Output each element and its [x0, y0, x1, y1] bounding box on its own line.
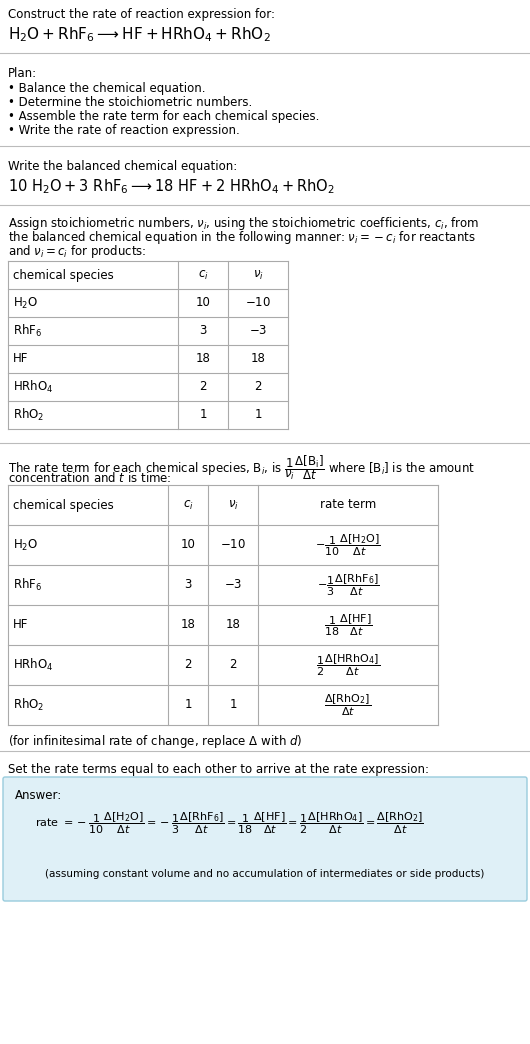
- Text: (for infinitesimal rate of change, replace $\Delta$ with $d$): (for infinitesimal rate of change, repla…: [8, 733, 303, 750]
- Text: $\mathrm{H_2O + RhF_6 \longrightarrow HF + HRhO_4 + RhO_2}$: $\mathrm{H_2O + RhF_6 \longrightarrow HF…: [8, 25, 271, 44]
- Text: 10: 10: [196, 296, 210, 309]
- Text: $c_i$: $c_i$: [183, 498, 193, 512]
- Text: $\mathrm{10\ H_2O + 3\ RhF_6 \longrightarrow 18\ HF + 2\ HRhO_4 + RhO_2}$: $\mathrm{10\ H_2O + 3\ RhF_6 \longrighta…: [8, 177, 335, 195]
- Text: 18: 18: [251, 353, 266, 365]
- Text: $\dfrac{1}{18}\dfrac{\Delta[\mathrm{HF}]}{\Delta t}$: $\dfrac{1}{18}\dfrac{\Delta[\mathrm{HF}]…: [324, 612, 372, 638]
- Text: the balanced chemical equation in the following manner: $\nu_i = -c_i$ for react: the balanced chemical equation in the fo…: [8, 229, 476, 246]
- Text: Write the balanced chemical equation:: Write the balanced chemical equation:: [8, 160, 237, 173]
- Text: 1: 1: [184, 698, 192, 712]
- Text: Answer:: Answer:: [15, 789, 62, 802]
- Text: $\mathrm{RhO_2}$: $\mathrm{RhO_2}$: [13, 697, 45, 713]
- Text: The rate term for each chemical species, B$_i$, is $\dfrac{1}{\nu_i}\dfrac{\Delt: The rate term for each chemical species,…: [8, 453, 475, 482]
- Text: 2: 2: [199, 380, 207, 394]
- Text: • Assemble the rate term for each chemical species.: • Assemble the rate term for each chemic…: [8, 110, 320, 123]
- Text: $\nu_i$: $\nu_i$: [253, 268, 263, 282]
- Text: HF: HF: [13, 618, 29, 632]
- Text: Plan:: Plan:: [8, 67, 37, 80]
- Text: rate term: rate term: [320, 498, 376, 512]
- Text: $\dfrac{\Delta[\mathrm{RhO_2}]}{\Delta t}$: $\dfrac{\Delta[\mathrm{RhO_2}]}{\Delta t…: [324, 692, 372, 717]
- Text: $\nu_i$: $\nu_i$: [227, 498, 238, 512]
- Text: and $\nu_i = c_i$ for products:: and $\nu_i = c_i$ for products:: [8, 243, 146, 260]
- Text: 2: 2: [229, 659, 237, 671]
- Text: Set the rate terms equal to each other to arrive at the rate expression:: Set the rate terms equal to each other t…: [8, 763, 429, 776]
- Text: $\mathrm{RhF_6}$: $\mathrm{RhF_6}$: [13, 577, 42, 593]
- Text: 18: 18: [196, 353, 210, 365]
- Text: $\mathrm{H_2O}$: $\mathrm{H_2O}$: [13, 295, 38, 310]
- Text: $\mathrm{RhO_2}$: $\mathrm{RhO_2}$: [13, 407, 45, 423]
- Text: 2: 2: [254, 380, 262, 394]
- Text: 1: 1: [254, 408, 262, 422]
- FancyBboxPatch shape: [3, 777, 527, 901]
- Text: (assuming constant volume and no accumulation of intermediates or side products): (assuming constant volume and no accumul…: [45, 869, 485, 879]
- Text: 2: 2: [184, 659, 192, 671]
- Text: $\mathrm{HRhO_4}$: $\mathrm{HRhO_4}$: [13, 379, 54, 395]
- Text: $-$10: $-$10: [245, 296, 271, 309]
- Text: 1: 1: [229, 698, 237, 712]
- Text: 3: 3: [199, 325, 207, 337]
- Text: • Determine the stoichiometric numbers.: • Determine the stoichiometric numbers.: [8, 96, 252, 109]
- Text: $-\dfrac{1}{10}\dfrac{\Delta[\mathrm{H_2O}]}{\Delta t}$: $-\dfrac{1}{10}\dfrac{\Delta[\mathrm{H_2…: [315, 532, 381, 557]
- Text: 18: 18: [226, 618, 241, 632]
- Text: $\mathrm{H_2O}$: $\mathrm{H_2O}$: [13, 538, 38, 552]
- Text: $-\dfrac{1}{3}\dfrac{\Delta[\mathrm{RhF_6}]}{\Delta t}$: $-\dfrac{1}{3}\dfrac{\Delta[\mathrm{RhF_…: [317, 572, 379, 598]
- Text: Construct the rate of reaction expression for:: Construct the rate of reaction expressio…: [8, 8, 275, 21]
- Text: • Balance the chemical equation.: • Balance the chemical equation.: [8, 82, 206, 95]
- Text: • Write the rate of reaction expression.: • Write the rate of reaction expression.: [8, 124, 240, 137]
- Text: chemical species: chemical species: [13, 268, 114, 282]
- Text: HF: HF: [13, 353, 29, 365]
- Text: $\mathrm{RhF_6}$: $\mathrm{RhF_6}$: [13, 323, 42, 339]
- Text: 1: 1: [199, 408, 207, 422]
- Text: $-$3: $-$3: [249, 325, 267, 337]
- Text: chemical species: chemical species: [13, 498, 114, 512]
- Text: rate $= -\dfrac{1}{10}\dfrac{\Delta[\mathrm{H_2O}]}{\Delta t} = -\dfrac{1}{3}\df: rate $= -\dfrac{1}{10}\dfrac{\Delta[\mat…: [35, 811, 423, 836]
- Text: $c_i$: $c_i$: [198, 268, 208, 282]
- Text: Assign stoichiometric numbers, $\nu_i$, using the stoichiometric coefficients, $: Assign stoichiometric numbers, $\nu_i$, …: [8, 215, 479, 232]
- Text: $-$3: $-$3: [224, 578, 242, 592]
- Text: 3: 3: [184, 578, 192, 592]
- Text: concentration and $t$ is time:: concentration and $t$ is time:: [8, 471, 172, 485]
- Text: 18: 18: [181, 618, 196, 632]
- Text: $\dfrac{1}{2}\dfrac{\Delta[\mathrm{HRhO_4}]}{\Delta t}$: $\dfrac{1}{2}\dfrac{\Delta[\mathrm{HRhO_…: [316, 652, 380, 678]
- Text: $\mathrm{HRhO_4}$: $\mathrm{HRhO_4}$: [13, 657, 54, 673]
- Text: $-$10: $-$10: [220, 539, 246, 551]
- Text: 10: 10: [181, 539, 196, 551]
